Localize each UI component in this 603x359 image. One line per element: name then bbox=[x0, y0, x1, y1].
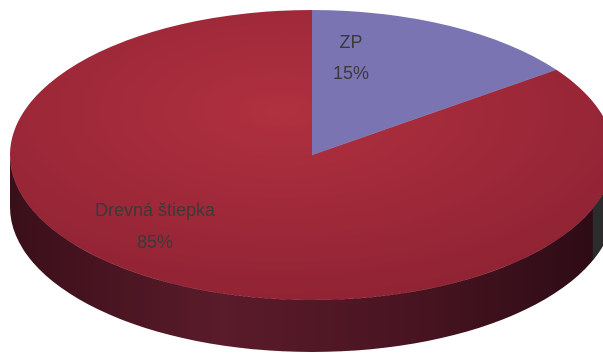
slice-side-zp bbox=[592, 193, 603, 261]
slice-zp bbox=[312, 10, 557, 155]
slice-label-drevna-stiepka: Drevná štiepka bbox=[95, 200, 216, 220]
slice-value-zp: 15% bbox=[333, 63, 369, 83]
slice-label-zp: ZP bbox=[339, 32, 362, 52]
slice-side-drevna-stiepka bbox=[10, 155, 603, 352]
slice-value-drevna-stiepka: 85% bbox=[137, 232, 173, 252]
slice-drevna-stiepka bbox=[9, 10, 603, 300]
